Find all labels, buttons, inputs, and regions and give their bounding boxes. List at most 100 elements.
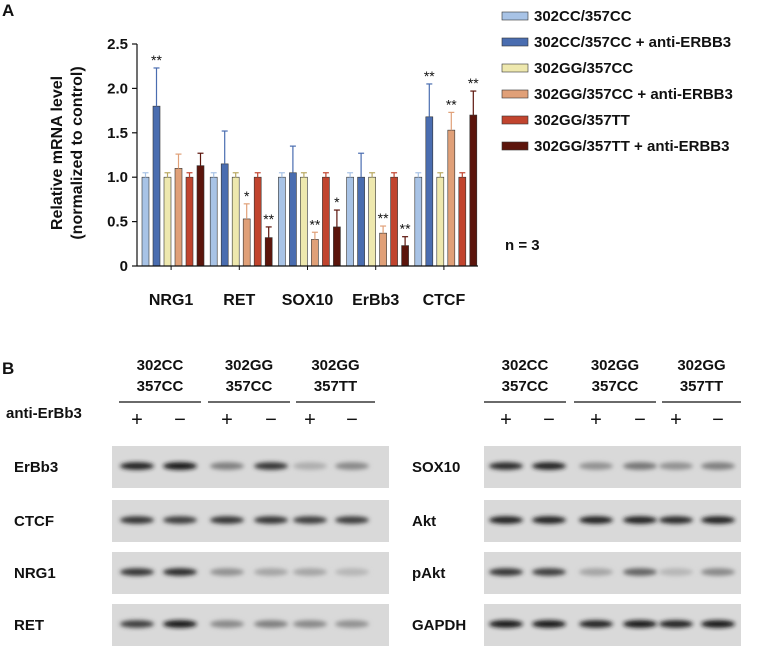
blot-band [120,516,154,524]
blot-row-label: NRG1 [14,565,56,582]
blot-band [579,462,613,470]
blot-row-label: SOX10 [412,459,460,476]
lane-sign: − [174,409,186,431]
legend-swatch [501,11,529,21]
group-label-line2: 357CC [502,378,549,395]
blot-row-label: GAPDH [412,617,466,634]
blot-band [293,462,327,470]
legend-entry: 302GG/357TT [534,112,630,129]
legend-swatch [501,63,529,73]
legend-entry: 302CC/357CC [534,8,632,25]
blot-band [254,568,288,576]
blot-band [120,620,154,628]
lane-sign: + [590,409,602,431]
blot-band [532,462,566,470]
panel-a-label: A [2,1,14,20]
y-axis: 0 0.5 1.0 1.5 2.0 2.5 [107,36,138,275]
blot-band [489,568,523,576]
significance-mark: ** [263,211,274,227]
bar [220,163,229,267]
blot-band [532,568,566,576]
bar [357,176,365,267]
blot-row-label: pAkt [412,565,445,582]
lane-sign: − [712,409,724,431]
bar [196,165,205,267]
legend-entry: 302GG/357TT + anti-ERBB3 [534,138,729,155]
blot-band [701,568,735,576]
blot-band [623,568,657,576]
blot-band [293,568,327,576]
blot-headers: 302CC 357CC 302GG 357CC 302GG 357TT + − + − + − 302C… [119,357,741,431]
bar [346,176,354,267]
significance-mark: ** [151,52,162,68]
y-tick-label: 1.0 [107,169,128,186]
blot-band [659,516,693,524]
significance-mark: * [334,194,340,210]
blot-band [335,516,369,524]
blot-band [335,620,369,628]
blot-band [210,462,244,470]
blot-panels: ErBb3 CTCF NRG1 RET SOX10 Akt pAkt GAPDH [14,446,741,646]
bar [414,176,423,267]
blot-band [701,620,735,628]
blot-band [210,568,244,576]
n-label: n = 3 [505,237,540,254]
lane-sign: − [634,409,646,431]
blot-band [489,516,523,524]
blot-band [163,568,197,576]
lane-sign: − [346,409,358,431]
legend-entry: 302CC/357CC + anti-ERBB3 [534,34,731,51]
y-axis-label-line2: (normalized to control) [69,66,86,239]
bar [185,176,194,267]
significance-mark: ** [400,221,411,237]
blot-band [210,620,244,628]
group-label-line2: 357TT [680,378,723,395]
treatment-label: anti-ErBb3 [6,405,82,422]
blot-band [120,462,154,470]
blot-band [163,462,197,470]
significance-mark: ** [446,96,457,112]
blot-band [335,568,369,576]
bar [333,226,341,267]
bar [209,176,218,267]
blot-membrane [484,446,741,488]
bar [469,114,478,267]
bar [458,176,467,267]
legend: 302CC/357CC 302CC/357CC + anti-ERBB3 302GG… [501,8,733,155]
blot-row-label: CTCF [14,513,54,530]
y-tick-label: 1.5 [107,125,128,142]
bar [368,176,376,267]
blot-membrane [484,552,741,594]
bar [300,176,308,267]
significance-mark: * [244,188,250,204]
x-tick-label: ErBb3 [352,292,399,309]
panel-b-label: B [2,359,14,378]
bar [447,129,456,267]
group-label-line2: 357CC [592,378,639,395]
blot-band [254,462,288,470]
blot-band [489,462,523,470]
legend-swatch [501,89,529,99]
bar [141,176,150,267]
blot-band [579,620,613,628]
blot-band [293,620,327,628]
lane-sign: + [500,409,512,431]
blot-band [293,516,327,524]
western-blot: 302CC 357CC 302GG 357CC 302GG 357TT + − + − + − 302C… [6,357,741,646]
blot-band [210,516,244,524]
blot-band [659,568,693,576]
group-label-line1: 302GG [591,357,639,374]
group-label-line1: 302GG [311,357,359,374]
blot-band [701,516,735,524]
lane-sign: + [131,409,143,431]
legend-swatch [501,115,529,125]
blot-band [579,568,613,576]
significance-mark: ** [468,75,479,91]
x-axis: NRG1 RET SOX10 ErBb3 CTCF [137,265,478,309]
blot-band [489,620,523,628]
significance-mark: ** [309,216,320,232]
blot-band [163,620,197,628]
group-label-line1: 302GG [677,357,725,374]
blot-band [659,462,693,470]
